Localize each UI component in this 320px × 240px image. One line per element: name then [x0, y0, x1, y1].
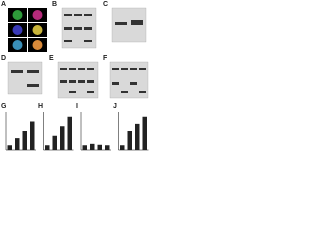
panel-d-blot — [7, 61, 43, 95]
bar — [120, 145, 125, 150]
panel-letter: J — [113, 103, 117, 110]
bar — [30, 121, 35, 150]
bar — [127, 131, 132, 150]
bar — [135, 123, 140, 150]
panel-letter: B — [52, 1, 57, 8]
bar — [45, 145, 50, 150]
bar — [15, 138, 20, 150]
panel-letter: D — [1, 55, 6, 62]
bar — [67, 116, 72, 150]
panel-a-images — [8, 8, 47, 52]
panel-letter: H — [38, 103, 43, 110]
bar — [142, 116, 147, 150]
panel-b-blot — [61, 7, 97, 49]
panel-c-blot — [111, 7, 147, 43]
panel-letter: G — [1, 103, 7, 110]
panel-letter: I — [76, 103, 78, 110]
bar — [90, 143, 95, 150]
panel-letter: C — [103, 1, 108, 8]
bar — [60, 126, 65, 150]
panel-e-blot — [57, 61, 99, 99]
panel-letter: E — [49, 55, 54, 62]
figure: A B C D E F G H I J — [1, 1, 149, 151]
bar — [7, 145, 12, 150]
panel-letter: A — [1, 1, 6, 8]
bar — [97, 144, 102, 150]
bar — [52, 135, 57, 150]
panel-letter: F — [103, 55, 108, 62]
bar — [22, 131, 27, 150]
panel-f-blot — [109, 61, 149, 99]
bar — [105, 145, 110, 150]
bar — [82, 145, 87, 150]
